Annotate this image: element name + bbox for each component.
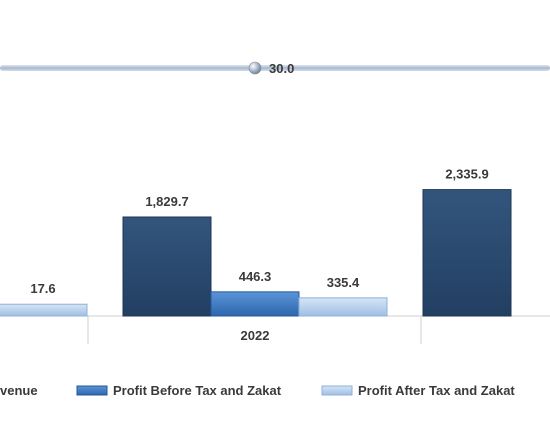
line-data-label: 30.0: [269, 61, 294, 76]
bar-revenue: [122, 216, 212, 317]
bar-profit-after-tax: [0, 303, 88, 317]
data-label: 1,829.7: [145, 194, 188, 209]
data-label: 2,335.9: [445, 167, 488, 182]
line-series: [0, 65, 550, 71]
legend-label-revenue: venue: [0, 383, 38, 398]
legend-label-profit-before-tax: Profit Before Tax and Zakat: [113, 383, 282, 398]
data-label: 335.4: [327, 275, 360, 290]
bar-profit-after-tax: [298, 297, 388, 317]
line-point: [248, 61, 262, 75]
data-label: 17.6: [30, 281, 55, 296]
legend-swatch-profit-after-tax: [321, 385, 353, 396]
legend-label-profit-after-tax: Profit After Tax and Zakat: [358, 383, 515, 398]
data-label: 446.3: [239, 269, 272, 284]
legend-swatch-profit-before-tax: [76, 385, 108, 396]
bar-revenue: [422, 189, 512, 317]
x-tick-label: 2022: [241, 328, 270, 343]
bar-profit-before-tax: [210, 291, 300, 317]
